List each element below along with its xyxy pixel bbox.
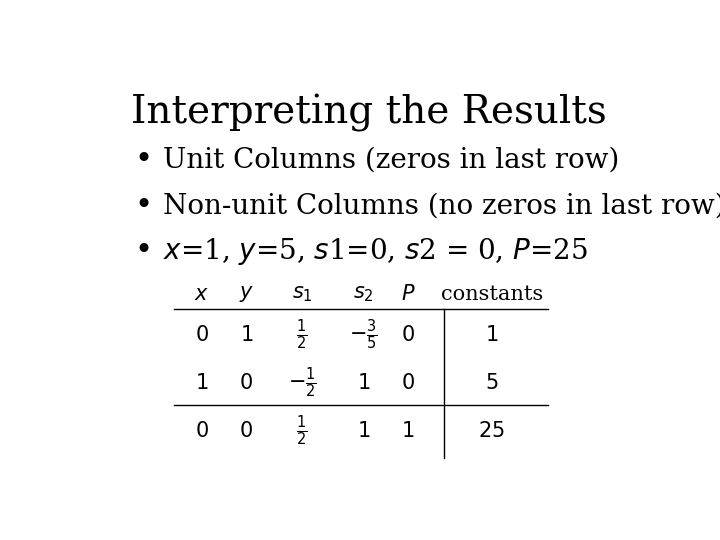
Text: $y$: $y$ <box>239 284 253 304</box>
Text: •: • <box>135 191 153 222</box>
Text: $x$=1, $y$=5, $s$1=0, $s$2 = 0, $P$=25: $x$=1, $y$=5, $s$1=0, $s$2 = 0, $P$=25 <box>163 237 588 267</box>
Text: $25$: $25$ <box>478 421 505 441</box>
Text: $\frac{1}{2}$: $\frac{1}{2}$ <box>297 414 307 448</box>
Text: $1$: $1$ <box>240 325 253 345</box>
Text: $s_1$: $s_1$ <box>292 284 312 304</box>
Text: $-\frac{1}{2}$: $-\frac{1}{2}$ <box>288 366 316 400</box>
Text: $0$: $0$ <box>401 325 415 345</box>
Text: Interpreting the Results: Interpreting the Results <box>131 94 607 132</box>
Text: Non-unit Columns (no zeros in last row): Non-unit Columns (no zeros in last row) <box>163 193 720 220</box>
Text: $-\frac{3}{5}$: $-\frac{3}{5}$ <box>349 318 378 353</box>
Text: $1$: $1$ <box>401 421 415 441</box>
Text: Unit Columns (zeros in last row): Unit Columns (zeros in last row) <box>163 147 619 174</box>
Text: $0$: $0$ <box>239 373 253 393</box>
Text: $0$: $0$ <box>194 421 209 441</box>
Text: $5$: $5$ <box>485 373 498 393</box>
Text: $P$: $P$ <box>401 284 415 304</box>
Text: •: • <box>135 237 153 267</box>
Text: •: • <box>135 145 153 176</box>
Text: $x$: $x$ <box>194 285 209 304</box>
Text: $s_2$: $s_2$ <box>353 284 374 304</box>
Text: $0$: $0$ <box>401 373 415 393</box>
Text: $1$: $1$ <box>356 421 370 441</box>
Text: $1$: $1$ <box>195 373 208 393</box>
Text: $1$: $1$ <box>356 373 370 393</box>
Text: $0$: $0$ <box>194 325 209 345</box>
Text: $\frac{1}{2}$: $\frac{1}{2}$ <box>297 318 307 353</box>
Text: $1$: $1$ <box>485 325 498 345</box>
Text: $0$: $0$ <box>239 421 253 441</box>
Text: constants: constants <box>441 285 543 304</box>
